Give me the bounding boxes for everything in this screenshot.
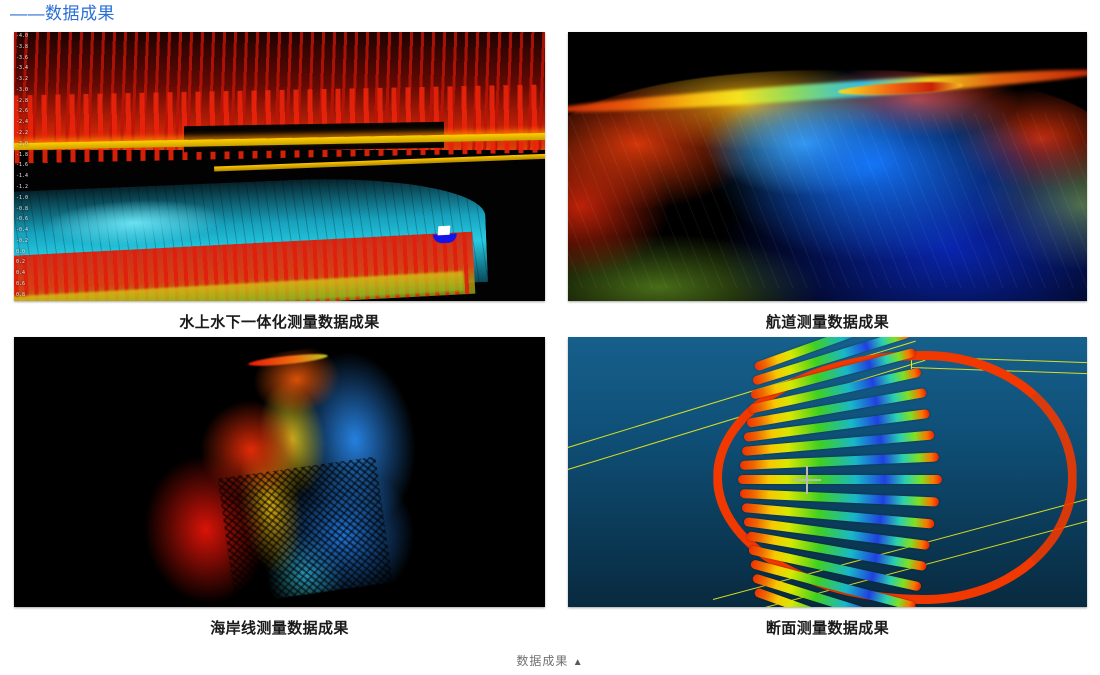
axis-tick-label: -0.2 [16,237,29,244]
axis-tick-label: -4.0 [16,33,29,39]
figure-image-integrated-land-water-survey[interactable]: -4.0 -3.8 -3.6 -3.4 -3.2 -3.0 -2.8 -2.6 -2.4 -2.2… [14,32,545,301]
cross-section-ribs [724,337,1077,607]
figure-image-coastline-survey[interactable] [14,337,545,607]
figure-cell-channel-bathymetry[interactable]: 航道测量数据成果 [568,32,1087,331]
axis-tick-label: -1.8 [16,151,29,158]
axis-tick-label: -0.6 [16,216,29,223]
axis-tick-label: -3.8 [16,43,29,50]
axis-tick-label: -1.6 [16,162,29,169]
section-title-text: 数据成果 [45,4,115,23]
axis-tick-label: -3.0 [16,86,29,93]
figure-grid: -4.0 -3.8 -3.6 -3.4 -3.2 -3.0 -2.8 -2.6 -2.4 -2.2… [14,32,1087,642]
cross-section-rib [737,474,943,484]
figure-cell-cross-section-survey[interactable]: 断面测量数据成果 [568,337,1087,637]
axis-tick-label: -1.4 [16,173,29,180]
figure-cell-coastline-survey[interactable]: 海岸线测量数据成果 [14,337,545,637]
axis-tick-label: -0.8 [16,205,29,212]
footer-label: 数据成果 [516,654,569,668]
point-cloud-speckle [218,456,394,607]
figure-cell-integrated-land-water-survey[interactable]: -4.0 -3.8 -3.6 -3.4 -3.2 -3.0 -2.8 -2.6 -2.4 -2.2… [14,32,545,331]
cross-section-rib [739,488,939,507]
figure-caption: 断面测量数据成果 [765,620,890,637]
axis-tick-label: 0.0 [16,248,26,255]
axis-tick-label: -3.4 [16,65,29,72]
axis-tick-label: -1.0 [16,194,29,201]
section-dash: —— [10,4,45,23]
axis-tick-label: 0.8 [16,291,26,298]
survey-track-streaks [568,112,1087,288]
axis-tick-label: -0.4 [16,227,29,234]
axis-tick-label: 0.6 [16,280,26,287]
footer-bar[interactable]: 数据成果 ▲ [0,652,1100,669]
axis-tick-label: 0.2 [16,259,26,266]
axis-tick-label: -2.4 [16,119,29,126]
page-title: ——数据成果 [10,3,115,25]
figure-caption: 航道测量数据成果 [765,314,890,331]
axis-tick-label: -2.8 [16,97,29,104]
axis-tick-label: -3.6 [16,54,29,61]
collapse-triangle-icon[interactable]: ▲ [572,657,584,668]
figure-image-channel-bathymetry[interactable] [568,32,1087,301]
figure-caption: 水上水下一体化测量数据成果 [179,314,380,331]
figure-caption: 海岸线测量数据成果 [210,620,349,637]
boat-cabin-icon [437,225,451,236]
axis-tick-label: -3.2 [16,76,29,83]
water-highlight [43,196,225,250]
axis-tick-label: -2.2 [16,130,29,137]
crosshair-cursor[interactable] [792,466,821,495]
axis-tick-label: -2.6 [16,108,29,115]
axis-tick-label: -1.2 [16,183,29,190]
elevation-axis: -4.0 -3.8 -3.6 -3.4 -3.2 -3.0 -2.8 -2.6 -2.4 -2.2… [16,34,42,298]
cross-section-rib [739,452,939,470]
axis-tick-label: -2.0 [16,140,29,147]
axis-tick-label: 0.4 [16,270,26,277]
figure-image-cross-section-survey[interactable] [568,337,1087,607]
